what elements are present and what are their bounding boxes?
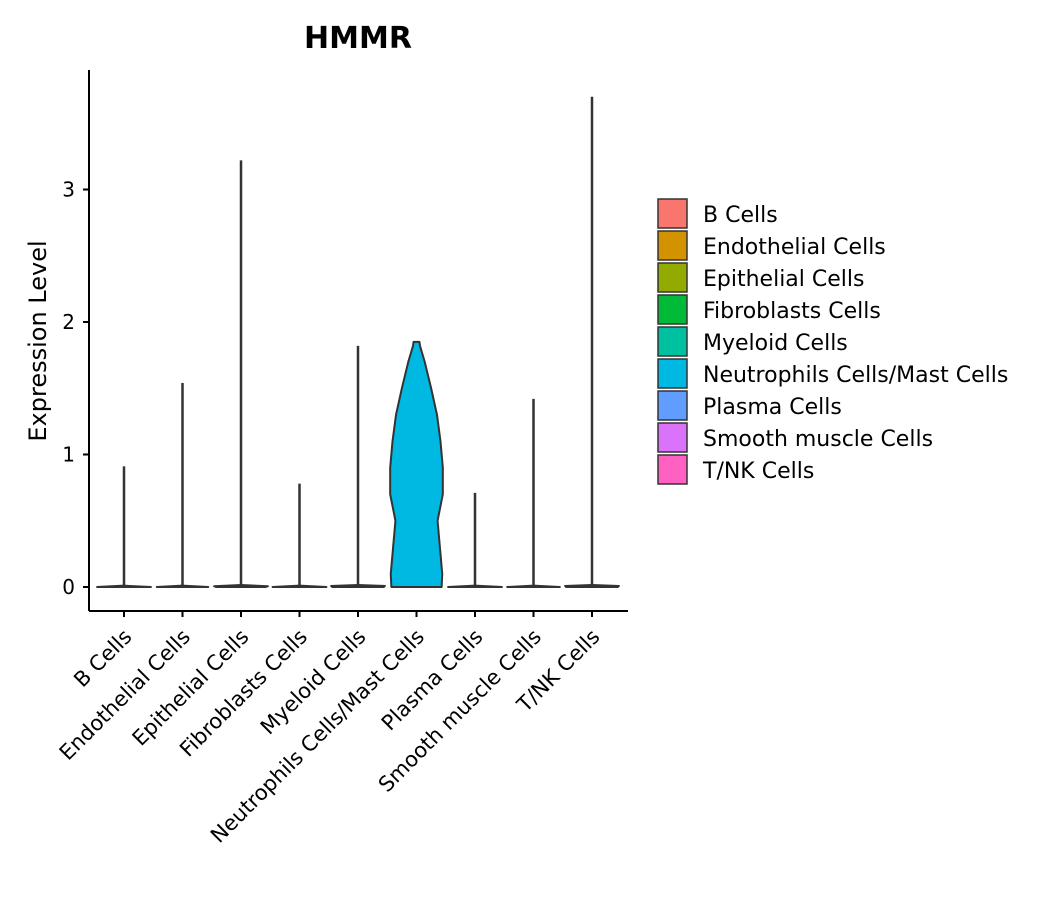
legend-label: Plasma Cells — [703, 395, 842, 420]
legend-swatch-neutrophils-cells-mast-cells — [657, 358, 688, 389]
violin-fibroblasts-cells — [271, 584, 328, 588]
legend-swatch-t-nk-cells — [657, 454, 688, 485]
legend-label: Smooth muscle Cells — [703, 427, 933, 452]
violin-plasma-cells — [447, 584, 503, 588]
legend-label: B Cells — [703, 203, 778, 228]
violin-epithelial-cells — [213, 584, 269, 588]
legend-swatch-epithelial-cells — [657, 262, 688, 293]
legend: B Cells Endothelial Cells Epithelial Cells… — [657, 198, 1008, 485]
y-axis-ticks: 0 1 2 3 — [62, 178, 89, 599]
plot-area — [96, 96, 620, 588]
legend-swatch-endothelial-cells — [657, 230, 688, 261]
y-tick-label: 0 — [62, 575, 75, 599]
legend-label: Epithelial Cells — [703, 267, 864, 292]
x-tick-label: Neutrophils Cells/Mast Cells — [206, 625, 429, 848]
y-axis-label: Expression Level — [24, 240, 52, 441]
y-tick-label: 2 — [62, 310, 75, 334]
legend-swatch-smooth-muscle-cells — [657, 422, 688, 453]
legend-label: Neutrophils Cells/Mast Cells — [703, 363, 1008, 388]
legend-label: T/NK Cells — [702, 459, 814, 484]
legend-swatch-b-cells — [657, 198, 688, 229]
violin-smooth-muscle-cells — [506, 584, 561, 588]
legend-swatch-myeloid-cells — [657, 326, 688, 357]
violin-myeloid-cells — [330, 584, 386, 588]
y-tick-label: 3 — [62, 178, 75, 202]
x-tick-label: Plasma Cells — [377, 625, 488, 736]
violin-neutrophils-cells-mast-cells — [389, 340, 444, 588]
violin-endothelial-cells — [155, 584, 210, 588]
legend-swatch-fibroblasts-cells — [657, 294, 688, 325]
violin-t-nk-cells — [564, 584, 620, 588]
y-tick-label: 1 — [62, 443, 75, 467]
legend-label: Endothelial Cells — [703, 235, 886, 260]
legend-swatch-plasma-cells — [657, 390, 688, 421]
legend-label: Fibroblasts Cells — [703, 299, 881, 324]
violin-b-cells — [96, 584, 152, 588]
legend-label: Myeloid Cells — [703, 331, 848, 356]
chart-title: HMMR — [304, 21, 412, 56]
